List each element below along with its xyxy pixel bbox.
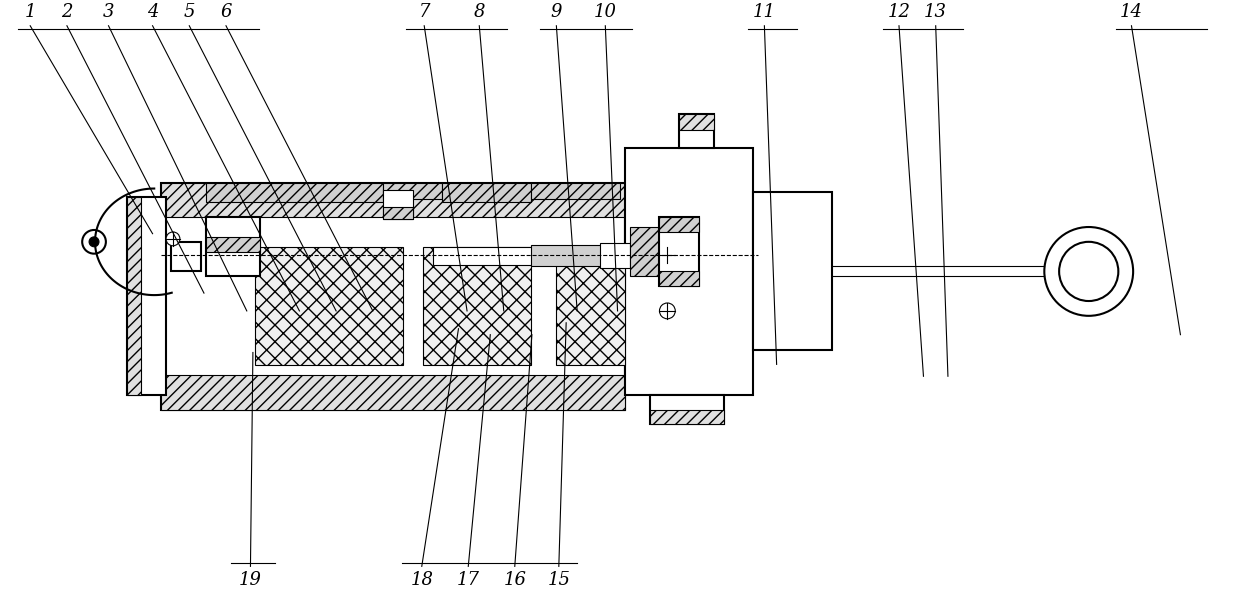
Text: 18: 18: [410, 571, 433, 589]
Circle shape: [660, 303, 676, 319]
Bar: [600, 243, 630, 268]
Circle shape: [660, 247, 676, 262]
Text: 8: 8: [474, 3, 485, 21]
Bar: [383, 182, 443, 199]
Bar: [206, 217, 260, 276]
Bar: [650, 395, 724, 424]
Bar: [443, 182, 531, 202]
Circle shape: [1044, 227, 1133, 316]
Bar: [383, 190, 413, 219]
Text: 5: 5: [184, 3, 195, 21]
Bar: [680, 114, 714, 148]
Bar: [161, 182, 625, 217]
Text: 7: 7: [418, 3, 430, 21]
Text: 6: 6: [221, 3, 232, 21]
Bar: [630, 227, 660, 276]
Text: 3: 3: [103, 3, 114, 21]
Bar: [660, 217, 699, 286]
Text: 10: 10: [594, 3, 616, 21]
Text: 16: 16: [503, 571, 526, 589]
Bar: [383, 207, 413, 219]
Bar: [206, 182, 383, 202]
Text: 11: 11: [753, 3, 776, 21]
Text: 13: 13: [924, 3, 947, 21]
Bar: [531, 182, 620, 199]
Bar: [161, 182, 625, 409]
Text: 17: 17: [456, 571, 480, 589]
Bar: [753, 193, 832, 350]
Bar: [660, 217, 699, 232]
Bar: [161, 375, 625, 409]
Bar: [531, 245, 630, 267]
Text: 4: 4: [146, 3, 159, 21]
Text: 12: 12: [888, 3, 910, 21]
Bar: [255, 247, 403, 365]
Bar: [556, 247, 625, 365]
Text: 2: 2: [61, 3, 73, 21]
Bar: [660, 272, 699, 286]
Text: 15: 15: [547, 571, 570, 589]
Bar: [206, 237, 260, 252]
Circle shape: [89, 237, 99, 247]
Text: 19: 19: [239, 571, 262, 589]
Circle shape: [1059, 242, 1118, 301]
Circle shape: [166, 232, 180, 246]
Bar: [625, 148, 753, 395]
Bar: [171, 242, 201, 272]
Bar: [650, 409, 724, 424]
Text: 1: 1: [25, 3, 36, 21]
Bar: [126, 197, 141, 395]
Bar: [680, 114, 714, 130]
Circle shape: [82, 230, 105, 253]
Bar: [126, 197, 166, 395]
Bar: [433, 247, 630, 264]
Text: 14: 14: [1120, 3, 1143, 21]
Bar: [423, 247, 531, 365]
Text: 9: 9: [551, 3, 562, 21]
